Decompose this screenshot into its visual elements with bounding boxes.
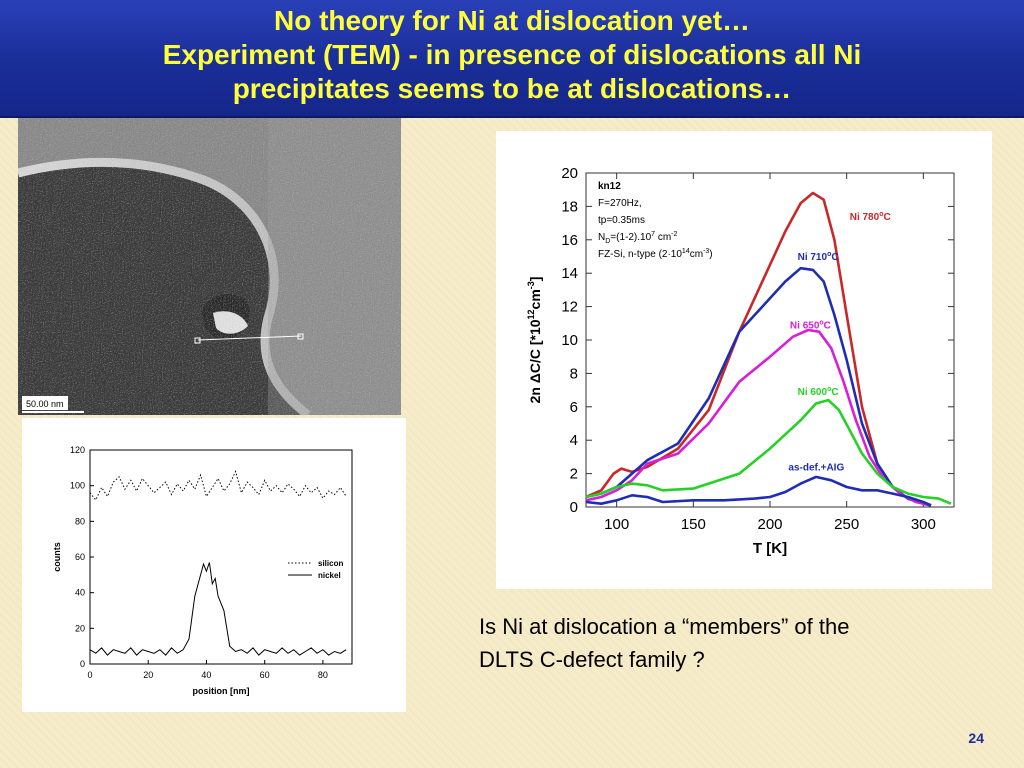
dlts-series-line bbox=[585, 398, 952, 505]
eds-y-tick-label: 0 bbox=[80, 659, 85, 669]
eds-legend-label: nickel bbox=[318, 571, 341, 580]
dlts-y-tick-label: 6 bbox=[570, 399, 578, 416]
dlts-y-axis-label: 2n ΔC/C [*1012cm-3] bbox=[526, 277, 543, 404]
slide-title: No theory for Ni at dislocation yet… Exp… bbox=[0, 0, 1024, 118]
eds-y-axis-label: counts bbox=[52, 542, 62, 572]
eds-y-tick-label: 60 bbox=[75, 552, 85, 562]
eds-x-tick-label: 80 bbox=[318, 670, 328, 680]
question-text: Is Ni at dislocation a “members” of the … bbox=[479, 610, 979, 676]
eds-axes: 0 20 40 60 80 0 20 40 60 80 100 120 position [nm] cou… bbox=[52, 445, 353, 696]
eds-series-nickel bbox=[89, 562, 347, 656]
dlts-y-tick-label: 12 bbox=[561, 299, 578, 316]
dlts-y-tick-label: 2 bbox=[570, 466, 578, 483]
dlts-series-label: as-def.+AIG bbox=[788, 462, 844, 473]
tem-image: 50.00 nm bbox=[18, 118, 401, 415]
dlts-series-line bbox=[585, 328, 932, 507]
dlts-series-line bbox=[585, 266, 932, 507]
eds-x-tick-label: 0 bbox=[87, 670, 92, 680]
dlts-x-tick-label: 200 bbox=[757, 516, 782, 533]
dlts-series-label: Ni 600oC bbox=[798, 386, 839, 398]
dlts-x-axis-label: T [K] bbox=[753, 540, 787, 557]
eds-series-silicon bbox=[89, 469, 347, 501]
dlts-annotation-line: FZ-Si, n-type (2·1014cm-3) bbox=[598, 248, 713, 260]
title-line-3: precipitates seems to be at dislocations… bbox=[232, 73, 792, 104]
dlts-x-tick-label: 100 bbox=[604, 516, 629, 533]
dlts-x-tick-label: 150 bbox=[681, 516, 706, 533]
dlts-annotation: kn12 F=270Hz, tp=0.35ms ND=(1-2).107 cm-2 FZ… bbox=[598, 181, 713, 260]
dlts-x-tick-label: 300 bbox=[911, 516, 936, 533]
dlts-axes: 100 150 200 250 300 0 2 4 6 8 10 12 14 16 18 20 T [K] 2n … bbox=[526, 165, 955, 557]
dlts-y-tick-label: 8 bbox=[570, 365, 578, 382]
eds-plot: 0 20 40 60 80 0 20 40 60 80 100 120 position [nm] cou… bbox=[52, 445, 353, 696]
dlts-series-label: Ni 780oC bbox=[850, 211, 891, 223]
dlts-y-tick-label: 16 bbox=[561, 232, 578, 249]
eds-x-tick-label: 20 bbox=[143, 670, 153, 680]
tem-micrograph: 50.00 nm bbox=[18, 118, 401, 415]
dlts-y-tick-label: 18 bbox=[561, 198, 578, 215]
page-number: 24 bbox=[968, 730, 984, 746]
dlts-y-tick-label: 14 bbox=[561, 265, 578, 282]
question-line-2: DLTS C-defect family ? bbox=[479, 647, 705, 672]
scale-bar-label: 50.00 nm bbox=[26, 399, 64, 409]
eds-y-tick-label: 100 bbox=[70, 481, 85, 491]
question-line-1: Is Ni at dislocation a “members” of the bbox=[479, 614, 850, 639]
eds-y-tick-label: 80 bbox=[75, 516, 85, 526]
dlts-plot: 100 150 200 250 300 0 2 4 6 8 10 12 14 16 18 20 T [K] 2n … bbox=[526, 165, 955, 557]
dlts-y-tick-label: 10 bbox=[561, 332, 578, 349]
eds-y-tick-label: 40 bbox=[75, 588, 85, 598]
dlts-y-tick-label: 0 bbox=[570, 499, 578, 516]
dlts-series-label: Ni 650oC bbox=[790, 319, 831, 331]
eds-x-tick-label: 40 bbox=[201, 670, 211, 680]
title-line-1: No theory for Ni at dislocation yet… bbox=[273, 5, 751, 36]
dlts-series-label: Ni 710oC bbox=[798, 251, 839, 263]
dlts-annotation-line: tp=0.35ms bbox=[598, 215, 645, 226]
dlts-annotation-line: F=270Hz, bbox=[598, 198, 642, 209]
eds-y-tick-label: 20 bbox=[75, 623, 85, 633]
dlts-chart: 100 150 200 250 300 0 2 4 6 8 10 12 14 16 18 20 T [K] 2n … bbox=[496, 131, 992, 589]
dlts-series-line bbox=[585, 475, 932, 507]
dlts-annotation-line: ND=(1-2).107 cm-2 bbox=[598, 231, 678, 245]
title-line-2: Experiment (TEM) - in presence of disloc… bbox=[162, 39, 862, 70]
dlts-y-tick-label: 4 bbox=[570, 432, 578, 449]
dlts-annotation-line: kn12 bbox=[598, 181, 621, 192]
eds-x-axis-label: position [nm] bbox=[193, 686, 250, 696]
eds-linescan-chart: 0 20 40 60 80 0 20 40 60 80 100 120 position [nm] cou… bbox=[22, 418, 406, 712]
dlts-y-tick-label: 20 bbox=[561, 165, 578, 182]
eds-x-tick-label: 60 bbox=[260, 670, 270, 680]
eds-y-tick-label: 120 bbox=[70, 445, 85, 455]
dlts-x-tick-label: 250 bbox=[834, 516, 859, 533]
eds-legend-label: silicon bbox=[318, 559, 343, 568]
